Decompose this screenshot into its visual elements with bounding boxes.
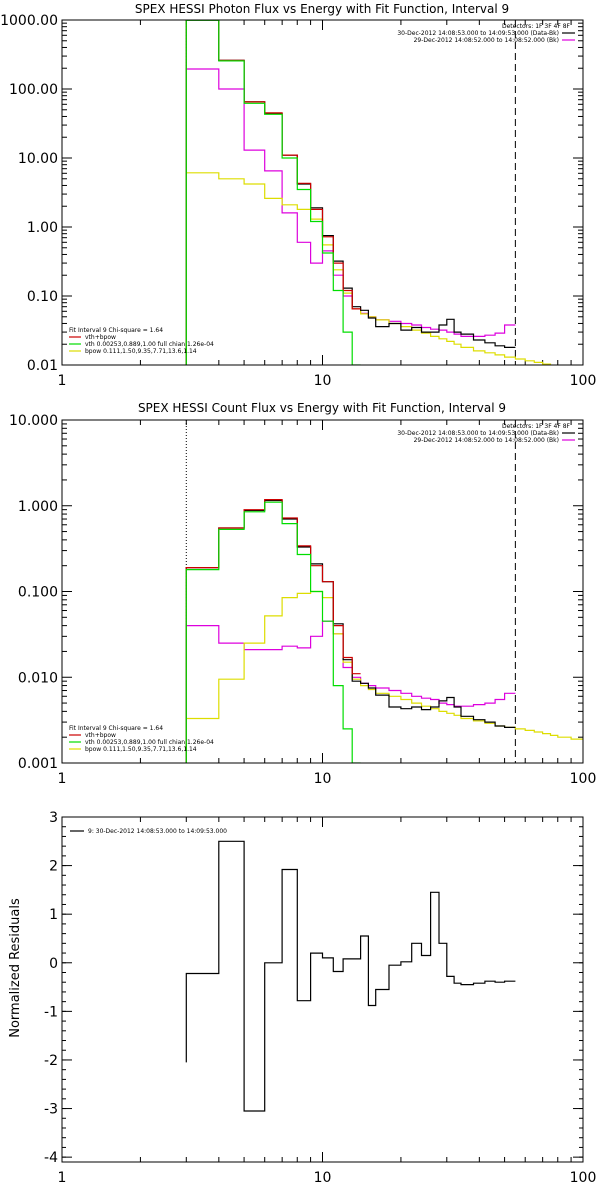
x-tick-label: 100 [570,771,597,787]
series-line [185,501,361,763]
series-line [185,20,516,365]
y-tick-label: 0 [49,956,58,972]
y-tick-label: -1 [44,1004,58,1020]
series-line [185,499,516,763]
series-line [185,620,516,763]
y-tick-label: 0.01 [27,358,58,374]
legend-entry: 29-Dec-2012 14:08:52.000 to 14:08:52.000… [414,37,559,44]
count-flux-panel: SPEX HESSI Count Flux vs Energy with Fit… [9,401,597,787]
y-tick-label: 0.100 [18,585,58,601]
legend-entry: 30-Dec-2012 14:08:53.000 to 14:09:53.000… [397,30,559,37]
plot-frame [61,816,584,1163]
y-tick-label: -4 [44,1150,58,1166]
legend-entry: bpow 0.111,1.50,9.35,7.71,13.6,1.14 [85,348,197,355]
y-tick-label: 100.00 [9,82,58,98]
chart-title: SPEX HESSI Photon Flux vs Energy with Fi… [135,2,509,16]
series-line [185,172,558,365]
legend-detectors: Detectors: 1F 3F 4F 8F [502,423,571,430]
residuals-panel: Normalized Residuals 1 10 100 -4 -3 -2 -1 0 1 2 3 9… [8,810,596,1186]
legend-entry: vth+bpow [85,732,116,739]
series-line [185,20,361,365]
series-line [185,590,583,763]
legend-entry: 9: 30-Dec-2012 14:08:53.000 to 14:09:53.… [88,828,227,835]
legend-entry: vth+bpow [85,334,116,341]
x-tick-label: 10 [314,373,332,389]
x-tick-label: 1 [58,1170,67,1186]
legend-entry: vth 0.00253,0.889,1.00 full chian 1.26e-… [85,739,214,746]
legend-entry: bpow 0.111,1.50,9.35,7.71,13.6,1.14 [85,746,197,753]
y-axis-label: Normalized Residuals [8,898,23,1038]
x-tick-label: 10 [314,771,332,787]
series-line [185,840,516,1112]
x-tick-label: 10 [314,1170,332,1186]
y-tick-label: 0.010 [18,670,58,686]
y-tick-label: 1.000 [18,499,58,515]
plot-frame [61,419,584,764]
legend-fit: Fit Interval 9 Chi-square = 1.64 [69,327,163,334]
y-tick-label: 2 [49,859,58,875]
x-tick-label: 1 [58,771,67,787]
y-tick-label: 1000.00 [0,13,58,29]
y-tick-label: 0.10 [27,289,58,305]
y-tick-label: 1.00 [27,220,58,236]
x-tick-label: 1 [58,373,67,389]
legend-entry: 30-Dec-2012 14:08:53.000 to 14:09:53.000… [397,430,559,437]
y-tick-label: 10.00 [18,151,58,167]
series-line [185,20,361,365]
y-tick-label: 0.001 [18,756,58,772]
legend-entry: 29-Dec-2012 14:08:52.000 to 14:08:52.000… [414,437,559,444]
y-tick-label: -3 [44,1102,58,1118]
x-tick-label: 100 [570,373,597,389]
legend-entry: vth 0.00253,0.889,1.00 full chian 1.26e-… [85,341,214,348]
y-tick-label: -2 [44,1053,58,1069]
legend-fit: Fit Interval 9 Chi-square = 1.64 [69,725,163,732]
legend-detectors: Detectors: 1F 3F 4F 8F [502,23,571,30]
series-line [185,68,516,365]
photon-flux-panel: SPEX HESSI Photon Flux vs Energy with Fi… [0,2,596,389]
y-tick-label: 10.000 [9,413,58,429]
x-tick-label: 100 [570,1170,597,1186]
plot-frame [61,19,584,366]
chart-title: SPEX HESSI Count Flux vs Energy with Fit… [138,401,506,415]
y-tick-label: 3 [49,810,58,826]
y-tick-label: 1 [49,907,58,923]
